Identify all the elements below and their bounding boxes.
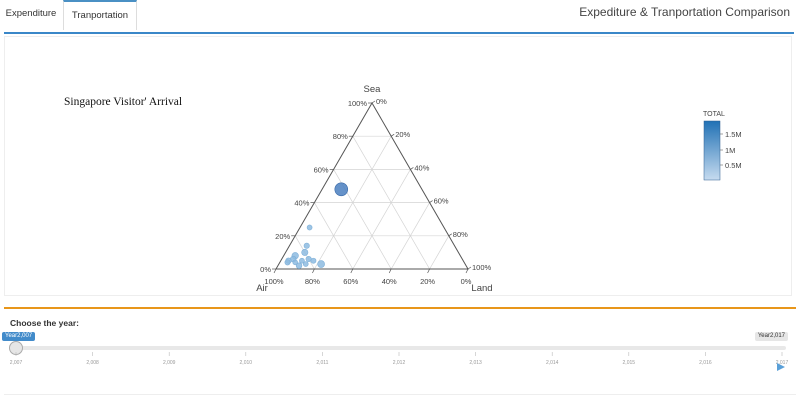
tick-label-air: 0% — [461, 277, 472, 286]
colorbar-title: TOTAL — [703, 111, 725, 118]
play-icon[interactable] — [776, 362, 786, 372]
data-point[interactable] — [302, 261, 309, 267]
tick-label-air: 20% — [420, 277, 435, 286]
section-divider — [4, 307, 796, 309]
data-point[interactable] — [299, 257, 305, 264]
tick-label-land: 0% — [376, 97, 387, 106]
colorbar — [703, 120, 721, 181]
plot-panel — [4, 36, 792, 296]
year-slider-label: Choose the year: — [10, 318, 79, 328]
slider-panel — [4, 310, 796, 395]
sea-axis-ticks: 0% 20% 40% 60% 80% 100% — [260, 99, 372, 274]
tick-label-land: 100% — [472, 263, 492, 272]
colorbar-tick-0.5m: 0.5M — [725, 161, 742, 170]
grid-line-land — [390, 202, 430, 270]
tick-label-sea: 40% — [294, 199, 309, 208]
colorbar-tick-1m: 1M — [725, 146, 735, 155]
tick-label-air: 80% — [305, 277, 320, 286]
tick-label-land: 20% — [395, 130, 410, 139]
tick-label-air: 100% — [264, 277, 284, 286]
tick-label-air: 60% — [343, 277, 358, 286]
slider-max-badge: Year2,017 — [754, 332, 788, 341]
data-point[interactable] — [284, 259, 291, 266]
axis-label-sea: Sea — [364, 84, 382, 95]
axis-label-land: Land — [471, 283, 492, 294]
grid-line-land — [429, 235, 450, 270]
tick-label-sea: 0% — [260, 265, 271, 274]
axis-label-air: Air — [256, 283, 268, 294]
colorbar-ticks: 1.5M 1M 0.5M — [720, 130, 742, 170]
slider-value-badge: Year2,007 — [2, 332, 36, 341]
year-slider-track[interactable] — [14, 346, 786, 350]
tick-label-land: 80% — [453, 230, 468, 239]
data-points — [284, 182, 349, 269]
tick-label-sea: 20% — [275, 232, 290, 241]
header-divider — [4, 32, 794, 34]
tick-label-land: 60% — [434, 197, 449, 206]
data-point[interactable] — [334, 182, 349, 197]
tab-expenditure[interactable]: Expenditure — [5, 8, 57, 19]
tick-label-sea: 100% — [348, 99, 368, 108]
data-point[interactable] — [306, 224, 313, 231]
data-point[interactable] — [301, 248, 309, 256]
data-point[interactable] — [303, 242, 310, 249]
tick-label-sea: 60% — [314, 165, 329, 174]
year-slider-handle[interactable] — [9, 341, 23, 355]
data-point[interactable] — [305, 256, 312, 263]
data-point[interactable] — [310, 257, 317, 264]
tab-tranportation[interactable]: Tranportation — [63, 0, 137, 30]
data-point[interactable] — [317, 260, 325, 268]
tick-label-air: 40% — [382, 277, 397, 286]
tick-label-sea: 80% — [333, 132, 348, 141]
colorbar-tick-1.5m: 1.5M — [725, 130, 742, 139]
tab-bar: Expenditure Tranportation — [0, 0, 800, 30]
data-point[interactable] — [295, 262, 303, 269]
ternary-plot[interactable]: 0% 20% 40% 60% 80% 100% 0% 20% 40% 60% 80% 100% 10… — [0, 0, 800, 300]
land-axis-ticks: 0% 20% 40% 60% 80% 100% — [371, 97, 492, 272]
ternary-grid — [294, 135, 450, 270]
grid-line-land — [352, 169, 411, 270]
data-point[interactable] — [292, 259, 298, 266]
app-title: Expediture & Tranportation Comparison — [579, 5, 790, 19]
grid-line-air — [314, 202, 354, 270]
tick-label-land: 40% — [414, 163, 429, 172]
air-axis-ticks: 100% 80% 60% 40% 20% 0% — [264, 268, 472, 286]
plot-title: Singapore Visitor' Arrival — [64, 96, 183, 108]
ternary-frame — [275, 102, 469, 270]
